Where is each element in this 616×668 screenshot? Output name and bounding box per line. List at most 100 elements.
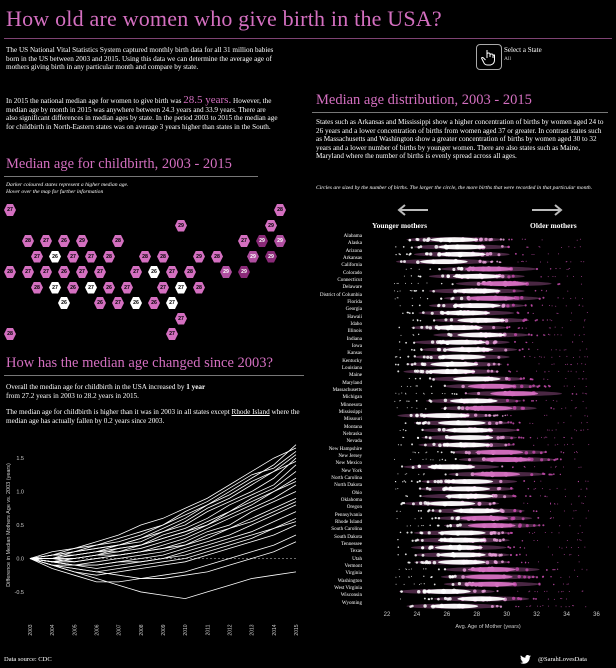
birth-month-dot[interactable] bbox=[528, 385, 532, 389]
birth-month-dot[interactable] bbox=[577, 547, 579, 549]
birth-month-dot[interactable] bbox=[543, 437, 545, 439]
birth-month-dot[interactable] bbox=[511, 274, 515, 278]
birth-month-dot[interactable] bbox=[521, 539, 524, 542]
median-core[interactable] bbox=[427, 464, 476, 470]
state-hex[interactable]: 26 bbox=[148, 297, 160, 309]
median-core[interactable] bbox=[437, 251, 486, 257]
state-label[interactable]: New Jersey bbox=[338, 452, 362, 459]
birth-month-dot[interactable] bbox=[500, 245, 504, 248]
birth-month-dot[interactable] bbox=[402, 429, 405, 431]
birth-month-dot[interactable] bbox=[584, 415, 586, 417]
median-core[interactable] bbox=[445, 493, 494, 499]
birth-month-dot[interactable] bbox=[564, 436, 566, 438]
birth-month-dot[interactable] bbox=[517, 590, 519, 592]
birth-month-dot[interactable] bbox=[399, 253, 401, 256]
birth-month-dot[interactable] bbox=[397, 370, 400, 373]
state-hex[interactable]: 27 bbox=[49, 281, 61, 294]
birth-month-dot[interactable] bbox=[588, 444, 590, 446]
birth-month-dot[interactable] bbox=[541, 289, 543, 292]
birth-month-dot[interactable] bbox=[565, 261, 567, 263]
birth-month-dot[interactable] bbox=[440, 282, 443, 285]
birth-month-dot[interactable] bbox=[425, 568, 427, 570]
state-hex[interactable]: 29 bbox=[265, 219, 277, 232]
birth-month-dot[interactable] bbox=[441, 392, 443, 394]
birth-month-dot[interactable] bbox=[485, 560, 490, 565]
birth-month-dot[interactable] bbox=[556, 457, 559, 461]
birth-month-dot[interactable] bbox=[457, 406, 461, 410]
birth-month-dot[interactable] bbox=[563, 349, 565, 351]
birth-month-dot[interactable] bbox=[432, 442, 436, 447]
birth-month-dot[interactable] bbox=[495, 421, 499, 425]
birth-month-dot[interactable] bbox=[552, 568, 554, 571]
birth-month-dot[interactable] bbox=[413, 583, 415, 585]
birth-month-dot[interactable] bbox=[416, 385, 418, 387]
state-hex[interactable]: 27 bbox=[121, 281, 133, 294]
birth-month-dot[interactable] bbox=[552, 275, 554, 277]
birth-month-dot[interactable] bbox=[565, 349, 567, 351]
birth-month-dot[interactable] bbox=[489, 443, 494, 447]
birth-month-dot[interactable] bbox=[584, 393, 586, 395]
birth-month-dot[interactable] bbox=[422, 459, 424, 461]
birth-month-dot[interactable] bbox=[557, 503, 559, 505]
birth-month-dot[interactable] bbox=[566, 269, 568, 271]
birth-month-dot[interactable] bbox=[393, 283, 395, 285]
birth-month-dot[interactable] bbox=[538, 297, 541, 300]
birth-month-dot[interactable] bbox=[537, 349, 539, 351]
birth-month-dot[interactable] bbox=[515, 553, 518, 556]
birth-month-dot[interactable] bbox=[554, 326, 556, 328]
birth-month-dot[interactable] bbox=[399, 349, 401, 351]
birth-month-dot[interactable] bbox=[571, 437, 573, 439]
birth-month-dot[interactable] bbox=[574, 246, 576, 248]
birth-month-dot[interactable] bbox=[512, 289, 516, 293]
birth-month-dot[interactable] bbox=[502, 538, 505, 541]
birth-month-dot[interactable] bbox=[535, 510, 538, 513]
birth-month-dot[interactable] bbox=[550, 502, 552, 504]
birth-month-dot[interactable] bbox=[550, 517, 552, 519]
birth-month-dot[interactable] bbox=[575, 297, 577, 299]
birth-month-dot[interactable] bbox=[458, 523, 462, 527]
birth-month-dot[interactable] bbox=[531, 378, 534, 381]
birth-month-dot[interactable] bbox=[404, 481, 407, 483]
birth-month-dot[interactable] bbox=[410, 386, 412, 388]
birth-month-dot[interactable] bbox=[457, 266, 461, 271]
birth-month-dot[interactable] bbox=[399, 576, 401, 578]
median-core[interactable] bbox=[419, 259, 468, 265]
birth-month-dot[interactable] bbox=[580, 261, 582, 263]
birth-month-dot[interactable] bbox=[582, 378, 584, 380]
birth-month-dot[interactable] bbox=[410, 531, 413, 534]
birth-month-dot[interactable] bbox=[536, 591, 538, 593]
birth-month-dot[interactable] bbox=[452, 451, 455, 454]
birth-month-dot[interactable] bbox=[526, 341, 528, 344]
birth-month-dot[interactable] bbox=[487, 421, 492, 426]
birth-month-dot[interactable] bbox=[541, 304, 544, 306]
birth-month-dot[interactable] bbox=[500, 509, 505, 514]
birth-month-dot[interactable] bbox=[476, 282, 481, 286]
birth-month-dot[interactable] bbox=[419, 275, 422, 278]
birth-month-dot[interactable] bbox=[575, 393, 578, 395]
birth-month-dot[interactable] bbox=[449, 318, 454, 322]
state-hex[interactable]: 27 bbox=[157, 281, 169, 294]
birth-month-dot[interactable] bbox=[547, 333, 550, 335]
hex-map[interactable]: 27 28 29 29 28 27 26 29 28 27 29 29 27 26 27 27 28 28 28 29… bbox=[4, 204, 294, 344]
birth-month-dot[interactable] bbox=[562, 452, 565, 454]
birth-month-dot[interactable] bbox=[422, 311, 425, 314]
birth-month-dot[interactable] bbox=[575, 451, 577, 453]
birth-month-dot[interactable] bbox=[532, 450, 536, 454]
birth-month-dot[interactable] bbox=[583, 261, 585, 263]
birth-month-dot[interactable] bbox=[547, 444, 549, 446]
select-state-button[interactable] bbox=[476, 44, 502, 70]
birth-month-dot[interactable] bbox=[542, 605, 544, 607]
birth-month-dot[interactable] bbox=[571, 392, 574, 395]
birth-month-dot[interactable] bbox=[410, 246, 413, 249]
birth-month-dot[interactable] bbox=[547, 598, 549, 600]
birth-month-dot[interactable] bbox=[486, 369, 490, 373]
birth-month-dot[interactable] bbox=[513, 333, 518, 337]
birth-month-dot[interactable] bbox=[442, 427, 446, 432]
state-label[interactable]: New Mexico bbox=[335, 460, 362, 467]
birth-month-dot[interactable] bbox=[429, 268, 432, 271]
birth-month-dot[interactable] bbox=[536, 370, 538, 372]
birth-month-dot[interactable] bbox=[512, 443, 515, 446]
birth-month-dot[interactable] bbox=[585, 407, 587, 409]
median-core[interactable] bbox=[427, 501, 476, 506]
birth-month-dot[interactable] bbox=[545, 569, 548, 571]
